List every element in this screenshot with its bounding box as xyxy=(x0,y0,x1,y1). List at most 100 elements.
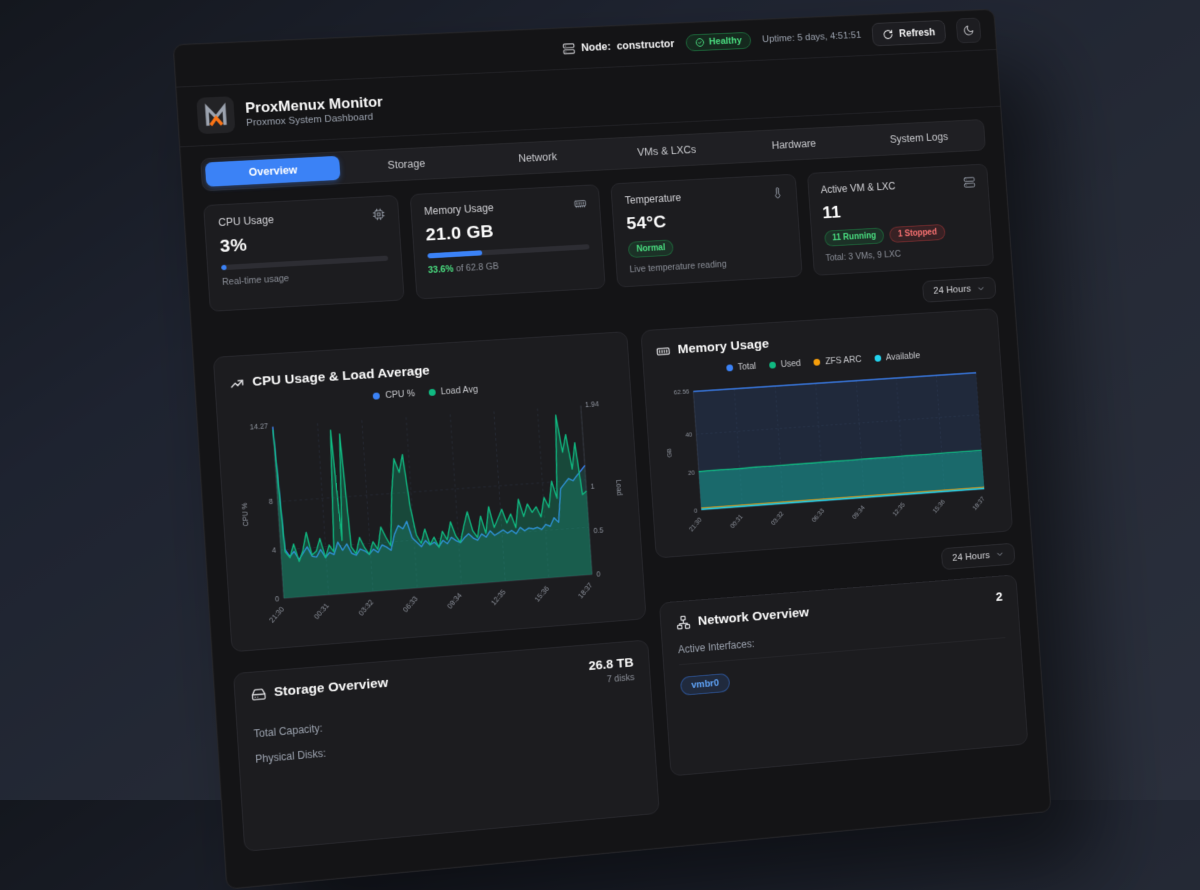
vm-server-icon xyxy=(963,176,976,189)
network-time-range-select[interactable]: 24 Hours xyxy=(941,542,1016,570)
vm-running-badge: 11 Running xyxy=(823,227,885,247)
interface-badge[interactable]: vmbr0 xyxy=(679,672,731,696)
active-vm-card: Active VM & LXC 11 11 Running 1 Stopped … xyxy=(806,163,995,276)
temperature-card-title: Temperature xyxy=(624,191,682,207)
chevron-down-icon xyxy=(995,550,1004,560)
thermometer-icon xyxy=(771,186,784,199)
memory-usage-card: Memory Usage 21.0 GB 33.6% of 62.8 GB xyxy=(409,184,606,300)
health-badge: Healthy xyxy=(685,31,752,52)
memory-chart-icon xyxy=(656,343,671,358)
svg-text:09:34: 09:34 xyxy=(851,504,866,521)
cpu-value: 3% xyxy=(219,234,248,257)
refresh-button[interactable]: Refresh xyxy=(871,19,947,47)
svg-text:40: 40 xyxy=(685,432,693,439)
svg-text:8: 8 xyxy=(269,498,274,506)
svg-text:00:31: 00:31 xyxy=(313,602,331,621)
chevron-down-icon xyxy=(976,284,985,294)
legend-item: Load Avg xyxy=(428,384,478,397)
network-time-range-value: 24 Hours xyxy=(951,550,991,564)
memory-value: 21.0 GB xyxy=(425,221,495,245)
tab-hardware[interactable]: Hardware xyxy=(730,130,858,160)
cpu-load-chart-card: CPU Usage & Load Average CPU % Load Avg 2… xyxy=(212,331,647,653)
svg-text:15:36: 15:36 xyxy=(533,585,551,604)
svg-text:09:34: 09:34 xyxy=(446,591,464,610)
svg-text:0.5: 0.5 xyxy=(593,526,603,535)
svg-text:00:31: 00:31 xyxy=(729,513,745,530)
vm-card-title: Active VM & LXC xyxy=(820,180,896,196)
health-label: Healthy xyxy=(708,35,743,48)
node-info: Node: constructor xyxy=(562,37,675,55)
vm-sub-text: Total: 3 VMs, 9 LXC xyxy=(825,248,902,264)
storage-capacity-value: 26.8 TB xyxy=(588,655,634,674)
svg-text:15:36: 15:36 xyxy=(932,498,947,515)
temperature-value: 54°C xyxy=(625,211,667,234)
refresh-label: Refresh xyxy=(898,26,936,40)
svg-text:12:35: 12:35 xyxy=(490,588,508,607)
cpu-card-title: CPU Usage xyxy=(217,213,275,229)
node-label: Node: xyxy=(580,40,612,54)
svg-text:18:37: 18:37 xyxy=(577,581,595,600)
tab-system-logs[interactable]: System Logs xyxy=(856,123,982,153)
temperature-sub-text: Live temperature reading xyxy=(629,259,727,275)
topbar: Node: constructor Healthy Uptime: 5 days… xyxy=(173,9,997,88)
svg-text:GB: GB xyxy=(666,448,673,458)
time-range-select[interactable]: 24 Hours xyxy=(922,276,997,303)
network-title: Network Overview xyxy=(697,604,810,629)
legend-item: Used xyxy=(769,358,801,370)
theme-toggle-button[interactable] xyxy=(955,17,982,44)
svg-text:Load: Load xyxy=(614,480,623,496)
svg-text:0: 0 xyxy=(596,570,600,578)
memory-icon xyxy=(574,200,587,208)
svg-text:21:30: 21:30 xyxy=(688,516,704,533)
cpu-chart-title: CPU Usage & Load Average xyxy=(251,363,431,390)
svg-text:1: 1 xyxy=(590,483,594,491)
memory-chart-card: Memory Usage Total Used ZFS ARC Available 2… xyxy=(640,308,1014,559)
memory-total: of 62.8 GB xyxy=(453,261,500,275)
cpu-icon xyxy=(371,208,385,222)
svg-text:18:37: 18:37 xyxy=(972,495,987,512)
tab-vms-lxcs[interactable]: VMs & LXCs xyxy=(602,136,732,166)
network-overview-card: Network Overview 2 Active Interfaces: vm… xyxy=(658,574,1029,777)
svg-text:CPU %: CPU % xyxy=(241,502,251,527)
storage-disks-value: 7 disks xyxy=(606,672,635,685)
memory-progress-bar xyxy=(426,244,590,259)
refresh-icon xyxy=(883,28,894,39)
tab-storage[interactable]: Storage xyxy=(339,149,473,180)
trending-up-icon xyxy=(229,376,245,392)
proxmenux-logo-icon xyxy=(202,102,230,129)
svg-text:14.27: 14.27 xyxy=(250,423,269,432)
server-icon xyxy=(563,42,576,54)
memory-percent: 33.6% xyxy=(427,263,454,276)
app-logo xyxy=(196,96,236,135)
svg-text:20: 20 xyxy=(688,470,696,477)
memory-chart: 21:30 00:31 03:32 06:33 09:34 12:35 15:36 18:37… xyxy=(666,359,987,533)
hard-drive-icon xyxy=(251,686,267,702)
svg-text:21:30: 21:30 xyxy=(268,605,286,624)
dashboard-page: Node: constructor Healthy Uptime: 5 days… xyxy=(172,8,1052,890)
moon-icon xyxy=(963,24,975,36)
svg-text:03:32: 03:32 xyxy=(357,598,375,617)
network-interfaces-count: 2 xyxy=(995,589,1003,605)
uptime-text: Uptime: 5 days, 4:51:51 xyxy=(761,30,862,45)
main-grid: CPU Usage & Load Average CPU % Load Avg 2… xyxy=(212,308,1031,852)
tab-overview[interactable]: Overview xyxy=(204,155,341,187)
network-icon xyxy=(677,616,691,630)
time-range-value: 24 Hours xyxy=(933,283,972,297)
left-column: CPU Usage & Load Average CPU % Load Avg 2… xyxy=(212,331,660,852)
cpu-load-chart: 21:30 00:31 03:32 06:33 09:34 12:35 15:36 18:37… xyxy=(241,401,623,625)
node-value: constructor xyxy=(616,37,675,53)
legend-item: CPU % xyxy=(373,388,415,401)
stat-cards-row: CPU Usage 3% Real-time usage Memory Usag… xyxy=(203,163,995,312)
svg-text:06:33: 06:33 xyxy=(811,507,826,524)
svg-text:1.94: 1.94 xyxy=(585,401,599,410)
memory-card-title: Memory Usage xyxy=(423,201,494,218)
right-column: Memory Usage Total Used ZFS ARC Available 2… xyxy=(640,308,1029,777)
check-circle-icon xyxy=(695,37,706,47)
memory-sub-text: 33.6% of 62.8 GB xyxy=(427,256,591,276)
svg-text:0: 0 xyxy=(275,595,280,603)
tab-network[interactable]: Network xyxy=(472,142,604,172)
legend-item: ZFS ARC xyxy=(813,354,862,367)
svg-text:62.56: 62.56 xyxy=(674,389,690,397)
temperature-status-badge: Normal xyxy=(627,239,675,259)
svg-text:12:35: 12:35 xyxy=(892,501,907,518)
